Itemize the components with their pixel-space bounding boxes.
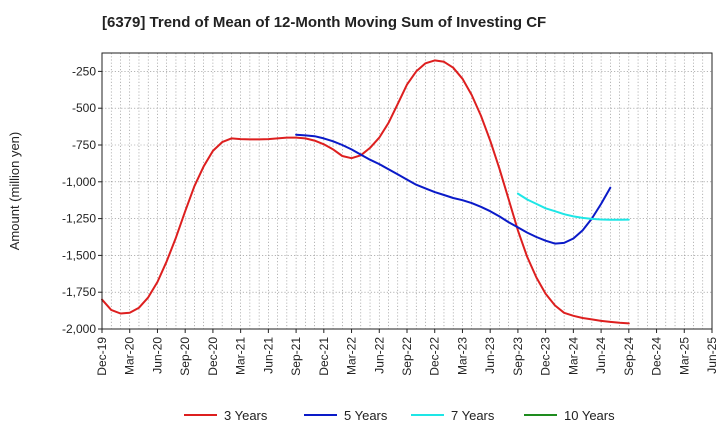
y-tick-label: -250 [72, 64, 96, 78]
x-tick-label: Jun-22 [372, 337, 386, 374]
y-tick-label: -1,000 [62, 175, 96, 189]
x-tick-label: Dec-23 [539, 337, 553, 376]
y-tick-label: -750 [72, 138, 96, 152]
x-tick-label: Jun-20 [150, 337, 164, 374]
plot-frame [101, 52, 713, 330]
y-tick-label: -500 [72, 101, 96, 115]
legend-label-3-years: 3 Years [224, 408, 268, 423]
x-tick-label: Dec-24 [650, 337, 664, 376]
legend: 3 Years 5 Years 7 Years 10 Years [184, 408, 615, 423]
x-tick-label: Dec-19 [95, 337, 109, 376]
y-axis: -250 -500 -750 -1,000 -1,250 -1,500 -1,750 -2,0… [62, 64, 102, 336]
chart-title: [6379] Trend of Mean of 12-Month Moving … [102, 14, 546, 31]
x-tick-label: Sep-22 [400, 337, 414, 376]
legend-label-10-years: 10 Years [564, 408, 615, 423]
x-tick-label: Sep-21 [289, 337, 303, 376]
y-axis-label: Amount (million yen) [7, 132, 22, 251]
series-line-7-years [516, 192, 630, 221]
y-tick-label: -1,250 [62, 212, 96, 226]
x-tick-label: Jun-25 [705, 337, 719, 374]
series-line-3-years [101, 59, 630, 325]
x-axis: Dec-19 Mar-20 Jun-20 Sep-20 Dec-20 Mar-21 Jun-… [95, 329, 719, 376]
x-tick-label: Sep-23 [511, 337, 525, 376]
x-tick-label: Dec-22 [428, 337, 442, 376]
y-tick-label: -1,750 [62, 285, 96, 299]
y-tick-label: -2,000 [62, 322, 96, 336]
x-tick-label: Jun-21 [261, 337, 275, 374]
series-lines [101, 59, 630, 325]
x-tick-label: Mar-23 [455, 337, 469, 375]
x-tick-label: Jun-23 [483, 337, 497, 374]
x-tick-label: Dec-20 [206, 337, 220, 376]
y-tick-label: -1,500 [62, 248, 96, 262]
legend-label-7-years: 7 Years [451, 408, 495, 423]
x-tick-label: Sep-20 [178, 337, 192, 376]
x-tick-label: Jun-24 [594, 337, 608, 374]
x-tick-label: Mar-22 [345, 337, 359, 375]
grid [102, 53, 712, 330]
series-line-5-years [295, 133, 612, 245]
x-tick-label: Dec-21 [317, 337, 331, 376]
x-tick-label: Sep-24 [622, 337, 636, 376]
x-tick-label: Mar-20 [123, 337, 137, 375]
x-tick-label: Mar-25 [677, 337, 691, 375]
x-tick-label: Mar-21 [234, 337, 248, 375]
legend-label-5-years: 5 Years [344, 408, 388, 423]
x-tick-label: Mar-24 [566, 337, 580, 375]
